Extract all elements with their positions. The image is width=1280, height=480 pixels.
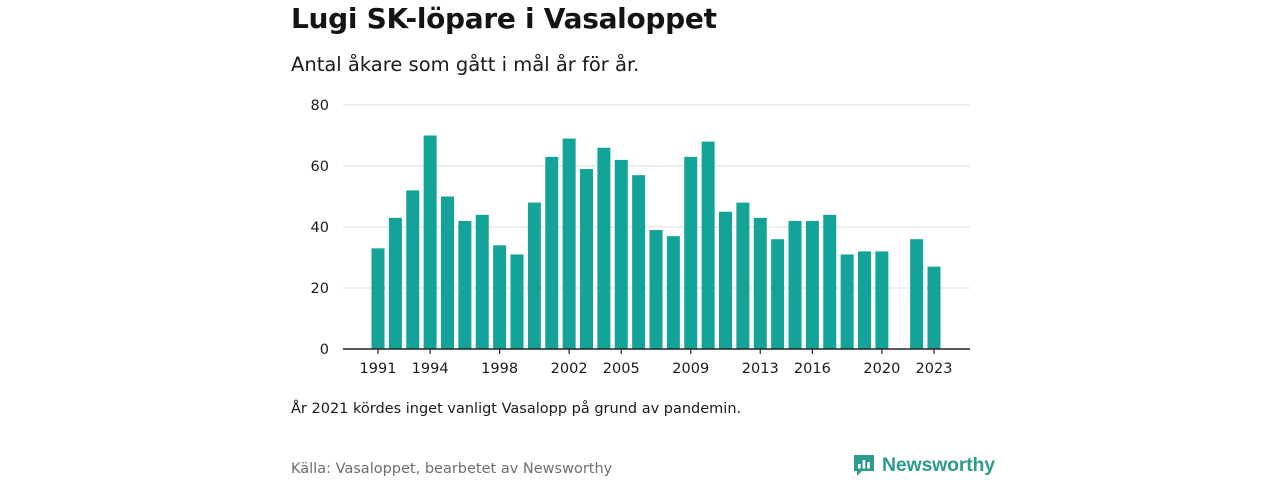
y-axis-ticks: 0 20 40 60 80: [311, 98, 329, 358]
bar-2016: [805, 220, 819, 349]
x-tick-label: 2002: [551, 361, 588, 377]
bar-1994: [423, 135, 437, 349]
y-tick-label: 20: [311, 281, 329, 297]
chart-title: Lugi SK-löpare i Vasaloppet: [291, 2, 717, 35]
newsworthy-logo-icon: [854, 455, 874, 476]
bar-2008: [666, 236, 680, 349]
newsworthy-brand[interactable]: Newsworthy: [852, 452, 995, 478]
bar-1992: [388, 217, 402, 349]
bar-2022: [910, 239, 924, 349]
y-tick-label: 60: [311, 159, 329, 175]
bars: [371, 135, 941, 349]
bar-2015: [788, 220, 802, 349]
bar-2000: [527, 202, 541, 349]
bar-2002: [562, 138, 576, 349]
y-tick-label: 80: [311, 98, 329, 114]
bar-chart: 0 20 40 60 80 1991 1994 1998 2002 2005 2009 2013 20…: [311, 98, 970, 377]
bar-2018: [840, 254, 854, 349]
bar-2020: [875, 251, 889, 349]
bar-2011: [719, 211, 732, 349]
bar-2023: [927, 266, 941, 349]
x-tick-label: 2020: [863, 361, 900, 377]
bar-2006: [632, 175, 646, 349]
bar-2009: [684, 156, 698, 349]
y-tick-label: 0: [320, 342, 329, 358]
x-tick-label: 2009: [672, 361, 709, 377]
bar-2019: [858, 251, 871, 349]
bar-1997: [475, 214, 489, 349]
bar-2003: [580, 169, 593, 349]
bar-1996: [458, 220, 472, 349]
bar-2012: [736, 202, 750, 349]
x-tick-label: 2016: [794, 361, 831, 377]
bar-1991: [371, 248, 385, 349]
brand-name: Newsworthy: [882, 453, 995, 476]
bar-2001: [545, 156, 559, 349]
x-tick-label: 2013: [742, 361, 779, 377]
bar-1993: [406, 190, 420, 349]
y-tick-label: 40: [311, 220, 329, 236]
bar-2004: [597, 147, 611, 349]
bar-2014: [771, 239, 785, 349]
x-tick-label: 1998: [481, 361, 518, 377]
bar-2005: [614, 159, 628, 349]
bar-1995: [441, 196, 454, 349]
bar-2017: [823, 214, 837, 349]
bar-2007: [649, 230, 663, 349]
x-tick-label: 1991: [360, 361, 397, 377]
bar-1999: [510, 254, 524, 349]
x-tick-label: 2023: [916, 361, 953, 377]
x-tick-label: 1994: [412, 361, 449, 377]
chart-note: År 2021 kördes inget vanligt Vasalopp på…: [291, 401, 742, 417]
source-credit: Källa: Vasaloppet, bearbetet av Newswort…: [291, 461, 613, 477]
bar-2013: [753, 217, 767, 349]
bar-2010: [701, 141, 715, 349]
x-tick-label: 2005: [603, 361, 640, 377]
chart-subtitle: Antal åkare som gått i mål år för år.: [291, 53, 640, 76]
x-axis-ticks: 1991 1994 1998 2002 2005 2009 2013 2016 2020 2023: [360, 349, 953, 377]
bar-1998: [493, 245, 507, 349]
